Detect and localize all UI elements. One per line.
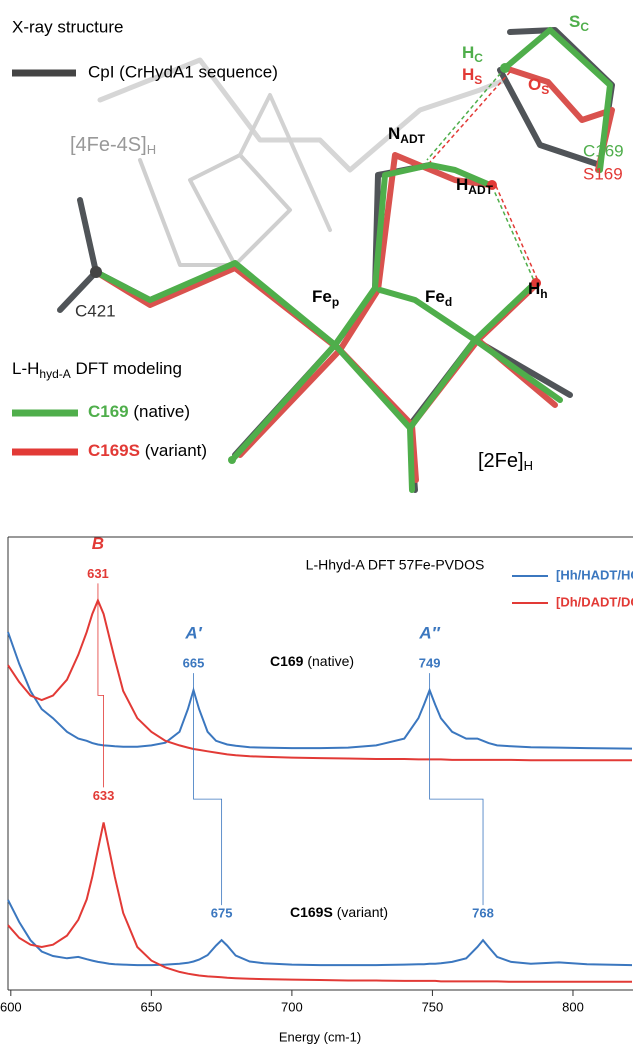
hbond [430,72,510,162]
legend-label: CpI (CrHydA1 sequence) [88,62,278,81]
legend-label: [Dh/DADT/DC/S] [556,594,633,609]
figure: X-ray structure CpI (CrHydA1 sequence) [… [0,0,633,1052]
hbond [492,186,535,283]
peak-letter: A″ [418,624,440,643]
model-title: L-Hhyd-A DFT modeling [12,359,182,381]
peak-letter: A′ [184,624,202,643]
spectrum-line [8,632,632,749]
label-bold: C169 [270,653,304,669]
atom-label: Fep [312,287,339,309]
label-main: [4Fe-4S] [70,134,147,156]
label-rest: (variant) [140,441,207,460]
atom-label: HS [462,65,482,87]
atom-label: Hh [528,279,548,301]
label-rest: (variant) [333,904,388,920]
label-main: N [388,124,400,143]
atom [228,456,236,464]
peak-label: 749 [419,656,441,671]
trace-label: C169 (native) [270,653,354,669]
label-sub: ADT [400,132,425,146]
cluster-label: [4Fe-4S]H [70,134,156,157]
label-sub: H [524,458,533,473]
trace-label: C169S (variant) [290,904,388,920]
x-tick-label: 650 [140,999,162,1014]
legend-label: C169S (variant) [88,441,207,460]
label-rest: (native) [303,653,354,669]
x-tick-label: 800 [562,999,584,1014]
peak-label: 675 [211,906,233,921]
atom-label: Fed [425,287,452,309]
x-tick-label: 700 [281,999,303,1014]
label-sub: C [474,51,483,65]
legend-label: C169 (native) [88,402,190,421]
label-rest: DFT modeling [71,359,182,378]
label-bold: C169S [290,904,333,920]
site-label: [2Fe]H [478,450,533,473]
label-sub: S [474,73,482,87]
x-axis-label: Energy (cm-1) [279,1029,361,1044]
label-sub: H [147,142,156,157]
label-bold: C169S [88,441,140,460]
panel-title: X-ray structure [12,17,123,36]
label-sub: ADT [468,183,493,197]
residue-label: C169 [583,141,624,160]
label-sub: C [580,20,589,34]
label-main: [2Fe] [478,450,524,472]
legend-label: [Hh/HADT/HC/S] [556,567,633,582]
atom [500,63,510,73]
structure-labels: X-ray structure CpI (CrHydA1 sequence) [… [12,12,624,473]
peak-label: 768 [472,906,494,921]
peak-label: 631 [87,566,109,581]
label-sub: hyd-A [39,367,70,381]
label-sub: S [541,83,549,97]
spectrum-line [8,600,632,760]
label-main: H [462,65,474,84]
label-main: O [528,75,541,94]
atom [90,266,102,278]
label-sub: h [540,287,547,301]
x-tick-label: 600 [0,999,22,1014]
residue-label: S169 [583,164,623,183]
label-main: S [569,12,580,31]
atom-label: C421 [75,301,116,320]
label-main: H [528,279,540,298]
atom-label: NADT [388,124,426,146]
label-sub: p [332,295,339,309]
label-main: H [456,175,468,194]
spectrum-line [8,822,632,981]
atom-label: HC [462,43,483,65]
hbond [496,186,539,283]
label-main: L-H [12,359,39,378]
atom-label: SC [569,12,589,34]
label-sub: d [445,295,452,309]
chart-title: L-Hhyd-A DFT 57Fe-PVDOS [306,557,485,573]
label-rest: (native) [129,402,190,421]
peak-label: 665 [183,656,205,671]
label-main: Fe [312,287,332,306]
label-main: H [462,43,474,62]
label-main: Fe [425,287,445,306]
label-bold: C169 [88,402,129,421]
peak-letter: B [92,534,104,553]
x-tick-label: 750 [422,999,444,1014]
peak-label: 633 [93,788,115,803]
